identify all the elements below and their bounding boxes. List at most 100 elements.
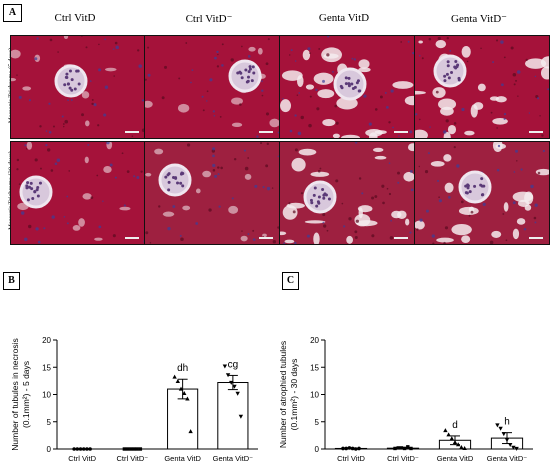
x-tick-label: Genta VitD⁻ bbox=[213, 454, 254, 463]
scale-bar bbox=[529, 131, 543, 133]
micrograph-tile bbox=[279, 141, 415, 245]
data-point bbox=[350, 446, 355, 451]
y-tick-label: 10 bbox=[310, 391, 319, 400]
y-tick-label: 20 bbox=[310, 336, 319, 345]
micrograph-tile bbox=[144, 35, 280, 139]
data-point bbox=[459, 444, 464, 449]
x-tick-label: Ctrl VitD⁻ bbox=[117, 454, 149, 463]
y-axis-title: (0.1mm²) - 30 days bbox=[289, 359, 299, 431]
data-point bbox=[172, 374, 177, 379]
scale-bar bbox=[259, 237, 273, 239]
data-point bbox=[514, 446, 519, 451]
data-point bbox=[504, 438, 510, 443]
data-point bbox=[399, 446, 404, 450]
data-point bbox=[449, 436, 454, 441]
data-point bbox=[357, 446, 361, 451]
scale-bar bbox=[394, 237, 408, 239]
scale-bar bbox=[394, 131, 408, 133]
data-point bbox=[75, 447, 80, 451]
x-tick-label: Genta VitD⁻ bbox=[487, 454, 528, 463]
data-point bbox=[132, 447, 136, 451]
y-axis-title: Number of atrophied tubules bbox=[278, 341, 288, 448]
x-tick-label: Ctrl VitD bbox=[68, 454, 96, 463]
micrograph-tile bbox=[414, 35, 550, 139]
data-point bbox=[393, 446, 397, 451]
y-tick-label: 0 bbox=[315, 445, 320, 454]
data-point bbox=[81, 447, 86, 451]
y-axis-title: Number of tubules in necrosis bbox=[10, 338, 20, 450]
data-point bbox=[182, 391, 187, 396]
data-point bbox=[344, 446, 348, 451]
scale-bar bbox=[125, 131, 139, 133]
micrograph-tile bbox=[10, 141, 146, 245]
data-point bbox=[406, 445, 410, 449]
data-point bbox=[443, 428, 448, 433]
data-point bbox=[402, 446, 407, 451]
scale-bar bbox=[529, 237, 543, 239]
data-point bbox=[229, 380, 234, 385]
data-point bbox=[72, 447, 76, 451]
data-point bbox=[129, 447, 133, 451]
significance-label: h bbox=[504, 417, 510, 428]
data-point bbox=[138, 447, 143, 451]
data-point bbox=[85, 447, 89, 451]
data-point bbox=[178, 386, 184, 391]
atrophy-bar-chart: 0 5 10 15 20 Number of atrophied tubules (0.1m… bbox=[278, 336, 533, 463]
panel-c-label: C bbox=[282, 272, 299, 290]
data-point bbox=[495, 423, 500, 428]
data-point bbox=[462, 446, 467, 451]
scale-bar bbox=[259, 131, 273, 133]
micrograph-tile bbox=[144, 141, 280, 245]
column-label-genta-vitd-minus: Genta VitD⁻ bbox=[451, 13, 507, 25]
x-tick-label: Genta VitD bbox=[437, 454, 474, 463]
micrograph-tile bbox=[414, 141, 550, 245]
panel-b-label: B bbox=[3, 272, 20, 290]
data-point bbox=[185, 396, 190, 401]
x-tick-label: Ctrl VitD⁻ bbox=[387, 454, 419, 463]
column-label-ctrl-vitd: Ctrl VitD bbox=[54, 12, 96, 24]
y-axis-title: (0.1mm²) - 5 days bbox=[21, 361, 31, 428]
data-point bbox=[446, 432, 451, 437]
data-point bbox=[175, 379, 181, 384]
data-point bbox=[341, 446, 345, 451]
y-tick-label: 15 bbox=[310, 363, 319, 372]
data-point bbox=[354, 447, 358, 451]
data-point bbox=[452, 440, 458, 445]
data-point bbox=[88, 447, 92, 451]
data-point bbox=[511, 445, 516, 450]
data-point bbox=[347, 446, 352, 450]
bar bbox=[217, 382, 249, 450]
significance-label: cg bbox=[228, 359, 239, 370]
micrograph-tile bbox=[10, 35, 146, 139]
column-label-genta-vitd: Genta VitD bbox=[318, 12, 370, 24]
x-tick-label: Ctrl VitD bbox=[337, 454, 365, 463]
panel-a-label: A bbox=[3, 4, 22, 22]
data-point bbox=[78, 447, 83, 451]
data-point bbox=[409, 446, 413, 451]
data-point bbox=[501, 432, 506, 437]
data-point bbox=[135, 447, 139, 451]
y-tick-label: 20 bbox=[42, 336, 51, 345]
data-point bbox=[508, 443, 513, 448]
data-point bbox=[188, 429, 193, 434]
data-point bbox=[125, 447, 130, 451]
significance-label: dh bbox=[177, 363, 188, 374]
data-point bbox=[232, 384, 237, 389]
data-point bbox=[235, 391, 240, 396]
data-point bbox=[456, 442, 461, 447]
y-tick-label: 5 bbox=[315, 418, 320, 427]
y-tick-label: 5 bbox=[47, 418, 52, 427]
x-tick-label: Genta VitD bbox=[164, 454, 201, 463]
column-label-ctrl-vitd-minus: Ctrl VitD⁻ bbox=[185, 13, 233, 25]
data-point bbox=[222, 364, 228, 369]
y-tick-label: 0 bbox=[47, 445, 52, 454]
data-point bbox=[498, 426, 503, 431]
y-tick-label: 10 bbox=[42, 391, 51, 400]
data-point bbox=[225, 373, 231, 378]
data-point bbox=[122, 447, 127, 451]
micrograph-tile bbox=[279, 35, 415, 139]
scale-bar bbox=[125, 237, 139, 239]
data-point bbox=[238, 414, 244, 419]
significance-label: d bbox=[452, 420, 458, 431]
y-tick-label: 15 bbox=[42, 363, 51, 372]
